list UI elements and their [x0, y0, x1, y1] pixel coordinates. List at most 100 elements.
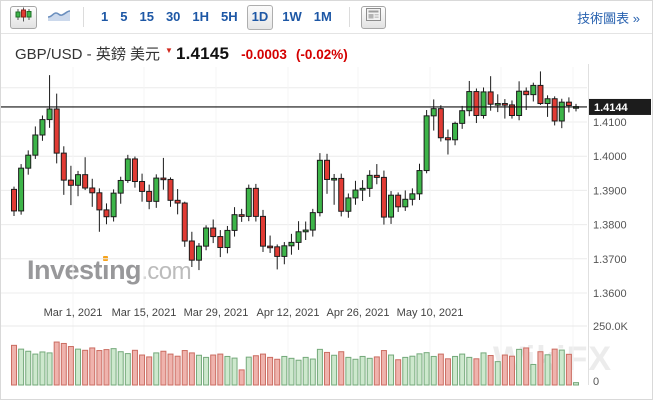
candle-body — [25, 154, 32, 169]
volume-bar — [480, 352, 487, 386]
timeframe-5[interactable]: 5 — [120, 9, 128, 24]
candle-body — [32, 134, 39, 156]
volume-bar — [274, 358, 281, 386]
volume-bar — [380, 350, 387, 386]
candle-body — [366, 174, 373, 189]
candlestick-chart-button[interactable] — [10, 5, 37, 29]
x-axis-date-label: Mar 15, 2021 — [112, 307, 177, 319]
volume-bar — [18, 348, 25, 386]
candle-body — [423, 115, 430, 172]
volume-bar — [60, 342, 67, 386]
candle-body — [537, 84, 544, 105]
candle-body — [324, 159, 331, 180]
volume-bar — [288, 357, 295, 386]
volume-bar — [437, 353, 444, 386]
candle-body — [345, 197, 352, 212]
volume-bar — [245, 356, 252, 386]
volume-bar — [452, 355, 459, 386]
y-axis-tick-label: 1.3600 — [593, 288, 627, 300]
timeframe-15[interactable]: 15 — [139, 9, 154, 24]
volume-bar — [131, 349, 138, 386]
candle-body — [82, 174, 89, 189]
volume-bar — [487, 355, 494, 386]
candle-body — [309, 212, 316, 231]
news-layout-button[interactable] — [360, 5, 386, 29]
volume-bar — [352, 358, 359, 386]
candle-body — [238, 214, 245, 217]
volume-bar — [139, 354, 146, 386]
candle-body — [530, 84, 537, 96]
candle-body — [452, 122, 459, 141]
timeframe-5h[interactable]: 5H — [221, 9, 238, 24]
candle-body — [224, 229, 231, 249]
candle-body — [124, 158, 131, 181]
volume-bar — [302, 356, 309, 386]
candle-body — [302, 229, 309, 233]
volume-bar — [167, 353, 174, 386]
timeframe-1[interactable]: 1 — [101, 9, 109, 24]
candle-body — [181, 202, 188, 242]
current-price-badge-label: 1.4144 — [594, 102, 629, 114]
volume-bar — [409, 355, 416, 386]
x-axis-date-label: Mar 1, 2021 — [44, 307, 103, 319]
candle-body — [274, 246, 281, 257]
toolbar-separator — [83, 7, 84, 27]
candle-body — [409, 193, 416, 200]
volume-bar — [573, 382, 580, 386]
volume-bar — [224, 355, 231, 386]
candle-body — [395, 194, 402, 208]
volume-bar — [501, 354, 508, 386]
candle-body — [139, 181, 146, 192]
timeframe-1h[interactable]: 1H — [192, 9, 210, 24]
candle-body — [316, 159, 323, 214]
volume-bar — [516, 348, 523, 386]
volume-bar — [124, 353, 131, 386]
volume-bar — [32, 353, 39, 386]
timeframe-30[interactable]: 30 — [165, 9, 181, 24]
timeframe-1m[interactable]: 1M — [313, 9, 332, 24]
price-change: -0.0003 — [241, 47, 287, 62]
candle-body — [430, 108, 437, 117]
candle-body — [558, 101, 565, 122]
volume-bar — [203, 356, 210, 386]
volume-bar — [181, 350, 188, 386]
candle-body — [39, 119, 46, 136]
volume-bar — [494, 361, 501, 386]
volume-bar — [466, 356, 473, 386]
x-axis-date-label: Apr 26, 2021 — [327, 307, 390, 319]
candle-body — [466, 91, 473, 112]
volume-bar — [217, 353, 224, 386]
news-layout-icon — [365, 8, 381, 26]
volume-bar — [146, 356, 153, 386]
candle-body — [501, 103, 508, 106]
volume-bar — [295, 359, 302, 386]
volume-bar — [565, 353, 572, 386]
volume-bar — [82, 349, 89, 386]
volume-bar — [508, 355, 515, 386]
candle-body — [487, 91, 494, 105]
last-price: 1.4145 — [175, 44, 230, 63]
candle-body — [153, 177, 160, 202]
volume-bar — [195, 354, 202, 386]
technical-chart-link[interactable]: 技術圖表 » — [577, 10, 640, 26]
candle-body — [259, 215, 266, 247]
volume-bar — [25, 350, 32, 386]
volume-bar — [416, 353, 423, 386]
line-chart-icon — [47, 8, 70, 27]
candle-body — [380, 176, 387, 218]
volume-bar — [53, 341, 60, 386]
timeframe-1w[interactable]: 1W — [282, 9, 302, 24]
candle-body — [281, 245, 288, 257]
timeframe-1d-selected[interactable]: 1D — [246, 4, 274, 30]
candle-body — [174, 199, 181, 204]
volume-bar — [174, 355, 181, 386]
volume-bar — [46, 352, 53, 386]
candle-body — [146, 190, 153, 202]
volume-bar — [444, 358, 451, 386]
chart-plot[interactable]: 1.4100 1.4000 1.3900 1.3800 1.3700 1.3600 250.… — [1, 64, 653, 400]
volume-bar — [430, 355, 437, 386]
candle-body — [117, 179, 124, 194]
volume-bar — [331, 354, 338, 386]
line-chart-button[interactable] — [45, 6, 72, 29]
